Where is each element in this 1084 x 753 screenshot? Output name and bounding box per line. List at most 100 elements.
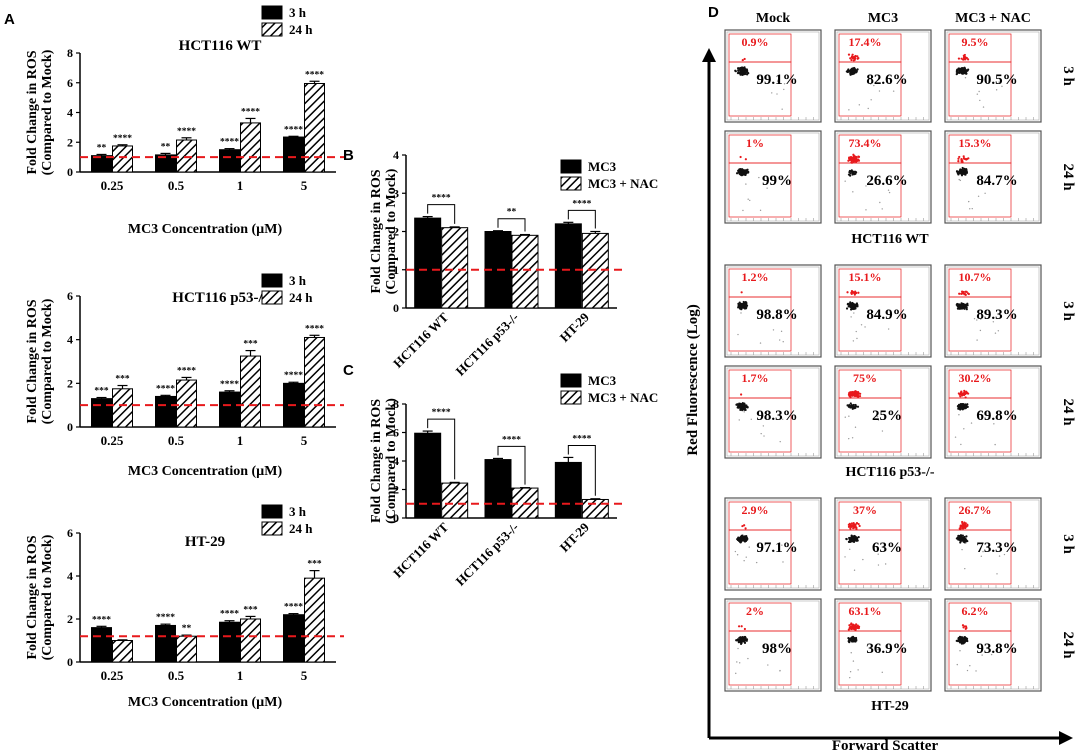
event-dot-sparse [970, 422, 973, 424]
chart-title: HCT116 WT [179, 38, 262, 54]
event-dot [960, 642, 964, 645]
event-dot-sparse [976, 319, 978, 321]
event-dot-red [740, 393, 743, 396]
flow-time-label: 24 h [1060, 398, 1076, 426]
event-dot [963, 172, 966, 175]
event-dot [746, 406, 749, 409]
flow-time-label: 3 h [1060, 66, 1076, 86]
event-dot [850, 639, 853, 642]
event-dot-red [966, 292, 969, 295]
y-axis-label: Fold Change in ROS(Compared to Mock) [25, 298, 55, 424]
flow-plot-frame [944, 365, 1042, 459]
significance-label: **** [284, 371, 303, 381]
event-dot-sparse [850, 316, 852, 318]
event-dot-red [849, 57, 852, 60]
gate-percent-black: 98.8% [756, 307, 797, 323]
event-dot [855, 70, 858, 73]
event-dot-sparse [968, 200, 970, 203]
event-dot-red [857, 56, 860, 60]
event-dot-sparse [984, 183, 986, 185]
event-dot [737, 641, 740, 644]
event-dot [848, 640, 851, 643]
significance-label: **** [113, 134, 132, 144]
event-dot-red [851, 623, 855, 626]
gate-percent-black: 89.3% [976, 307, 1017, 323]
event-dot-sparse [780, 330, 783, 333]
panel-label-c: C [343, 362, 354, 379]
event-dot [740, 308, 743, 311]
flow-plot: 1.7% 98.3% [724, 365, 822, 459]
event-dot-red [851, 159, 854, 162]
event-dot [854, 307, 857, 310]
event-dot-sparse [977, 195, 980, 197]
event-dot-sparse [848, 415, 850, 417]
event-dot-sparse [996, 573, 998, 575]
event-dot [854, 638, 857, 642]
gate-percent-black: 25% [872, 408, 902, 424]
event-dot-sparse [960, 443, 962, 446]
y-axis-label: Fold Change in ROS(Compared to Mock) [25, 534, 55, 660]
event-dot-sparse [849, 676, 851, 679]
event-dot-sparse [980, 648, 983, 650]
event-dot-red [856, 392, 860, 396]
event-dot [737, 302, 740, 305]
event-dot-red [957, 160, 960, 163]
event-dot [851, 170, 854, 174]
event-dot-red [853, 58, 856, 61]
event-dot-red [963, 521, 966, 524]
chart-title: HT-29 [185, 534, 225, 550]
event-dot [845, 537, 848, 541]
event-dot-sparse [978, 90, 980, 93]
event-dot [962, 302, 965, 306]
panel-label-d: D [708, 4, 719, 21]
event-dot-red [963, 157, 966, 160]
event-dot-sparse [862, 558, 864, 561]
flow-plot-frame [944, 29, 1042, 123]
flow-plot: 2.9% 97.1% [724, 497, 822, 591]
event-dot [845, 307, 849, 310]
event-dot-red [855, 527, 858, 531]
event-dot-red [846, 291, 849, 294]
event-dot [961, 166, 964, 170]
bar-solid [155, 395, 176, 428]
event-dot [737, 69, 740, 72]
gate-percent-red: 2.9% [742, 503, 769, 517]
significance-label: *** [243, 605, 258, 615]
event-dot [850, 69, 853, 72]
event-dot [959, 171, 962, 174]
event-dot-red [855, 156, 858, 159]
event-dot-sparse [759, 75, 761, 78]
x-tick-label: 0.25 [101, 668, 124, 683]
event-dot-sparse [998, 81, 1000, 83]
bar-solid [554, 461, 582, 519]
flow-time-label: 24 h [1060, 631, 1076, 659]
significance-label: ** [161, 142, 171, 152]
event-dot-red [856, 55, 859, 58]
event-dot [961, 537, 964, 540]
event-dot [966, 304, 969, 307]
event-dot-sparse [1003, 553, 1006, 556]
event-dot-sparse [982, 106, 985, 108]
legend-label: 24 h [289, 22, 313, 37]
bar-hatch [511, 234, 539, 309]
event-dot-sparse [848, 109, 850, 111]
event-dot-sparse [783, 83, 786, 85]
event-dot-sparse [979, 318, 982, 320]
significance-label: **** [432, 194, 451, 204]
event-dot [964, 404, 967, 407]
flow-plot: 0.9% 99.1% [724, 29, 822, 123]
significance-label: **** [284, 125, 303, 135]
legend-label: 3 h [289, 504, 307, 519]
gate-percent-red: 6.2% [962, 604, 989, 618]
event-dot-red [850, 161, 854, 164]
y-axis-label-line: (Compared to Mock) [384, 168, 399, 294]
event-dot [960, 404, 963, 407]
gate-percent-black: 73.3% [976, 540, 1017, 556]
y-axis-label-line: Fold Change in ROS [25, 535, 40, 659]
x-tick-label: HCT116 WT [390, 309, 451, 370]
legend-swatch [261, 521, 283, 536]
event-dot-sparse [961, 548, 963, 551]
event-dot-red [854, 628, 857, 631]
event-dot-sparse [959, 179, 962, 182]
gate-percent-black: 98% [762, 641, 792, 657]
